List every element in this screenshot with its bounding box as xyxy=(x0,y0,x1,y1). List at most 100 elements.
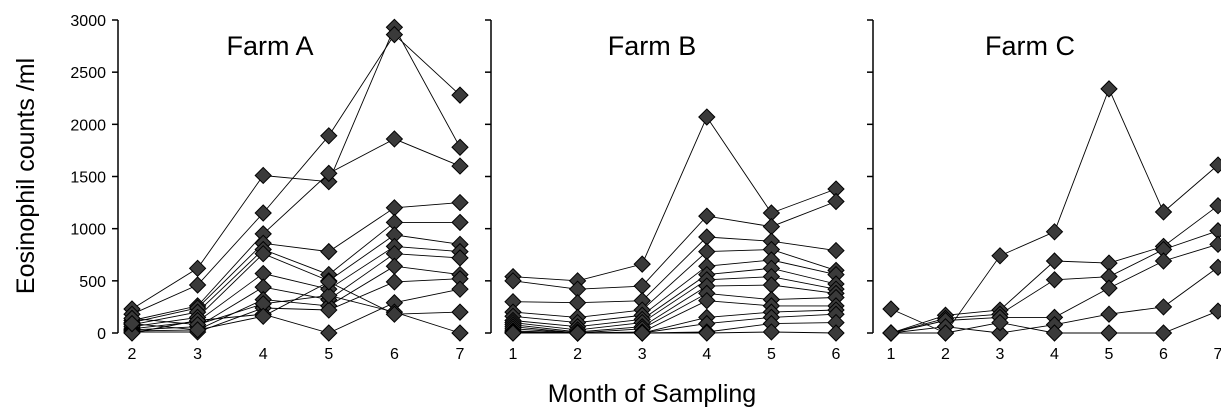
series-line xyxy=(131,265,461,332)
y-tick-label: 1000 xyxy=(70,222,106,239)
series-line xyxy=(513,331,837,334)
series-line xyxy=(512,284,837,333)
data-point xyxy=(385,130,404,148)
series-line xyxy=(131,33,461,315)
data-point xyxy=(827,192,845,211)
data-point xyxy=(451,86,469,104)
data-point xyxy=(385,273,404,291)
data-point xyxy=(451,303,469,321)
x-tick-label: 6 xyxy=(1159,346,1168,363)
data-point xyxy=(762,323,781,341)
data-point xyxy=(188,259,207,278)
x-tick-label: 5 xyxy=(767,346,776,363)
series-line xyxy=(512,267,837,328)
series-line xyxy=(131,26,461,310)
data-point xyxy=(123,314,141,333)
series-line xyxy=(512,259,837,324)
series-line xyxy=(131,281,461,331)
data-point xyxy=(254,244,272,263)
x-tick-label: 2 xyxy=(128,346,137,363)
data-point xyxy=(827,324,845,342)
x-tick-label: 5 xyxy=(324,346,333,363)
series-line xyxy=(131,138,461,321)
data-point xyxy=(254,166,272,185)
data-point xyxy=(504,324,522,342)
data-point xyxy=(698,108,716,126)
y-tick-label: 2500 xyxy=(70,65,106,82)
data-point xyxy=(385,305,404,323)
lines-layer xyxy=(131,26,1219,334)
data-point xyxy=(385,257,404,275)
data-point xyxy=(1154,324,1173,342)
x-tick-label: 7 xyxy=(456,346,465,363)
data-point xyxy=(320,164,338,183)
data-point xyxy=(991,313,1009,332)
text-layer: Eosinophil counts /ml Month of Sampling … xyxy=(12,13,1221,408)
data-point xyxy=(451,324,469,342)
data-point xyxy=(385,25,404,44)
y-axis-title: Eosinophil counts /ml xyxy=(12,58,40,294)
x-tick-label: 2 xyxy=(573,346,582,363)
data-point xyxy=(451,213,469,232)
x-tick-label: 6 xyxy=(832,346,841,363)
data-point xyxy=(320,273,338,291)
data-point xyxy=(254,204,272,222)
x-axis-title: Month of Sampling xyxy=(548,380,756,408)
data-point xyxy=(1209,258,1221,276)
data-point xyxy=(254,307,272,326)
data-point xyxy=(936,324,955,342)
x-tick-label: 4 xyxy=(702,346,711,363)
points-layer xyxy=(123,18,1221,342)
data-point xyxy=(1154,252,1173,270)
data-point xyxy=(1045,252,1064,270)
x-tick-label: 3 xyxy=(638,346,647,363)
x-tick-label: 7 xyxy=(1214,346,1221,363)
data-point xyxy=(991,247,1009,265)
data-point xyxy=(451,157,469,175)
data-point xyxy=(451,138,469,156)
y-tick-label: 1500 xyxy=(70,170,106,187)
series-line xyxy=(512,116,837,282)
data-point xyxy=(762,217,781,236)
data-point xyxy=(123,324,141,342)
x-tick-label: 6 xyxy=(390,346,399,363)
series-line xyxy=(512,292,837,334)
data-point xyxy=(1100,324,1118,342)
panel-title: Farm C xyxy=(985,31,1075,61)
series-line xyxy=(131,253,461,331)
data-point xyxy=(1209,197,1221,215)
x-tick-label: 3 xyxy=(996,346,1005,363)
series-line xyxy=(131,234,461,328)
data-point xyxy=(1154,298,1173,316)
series-line xyxy=(131,202,461,324)
data-point xyxy=(1209,222,1221,240)
data-point xyxy=(320,286,338,305)
x-tick-label: 1 xyxy=(509,346,518,363)
data-point xyxy=(320,127,338,145)
data-point xyxy=(882,300,900,318)
data-point xyxy=(188,321,207,339)
x-tick-label: 1 xyxy=(887,346,896,363)
y-tick-label: 500 xyxy=(79,274,106,291)
data-point xyxy=(451,193,469,212)
data-point xyxy=(1209,235,1221,254)
data-point xyxy=(882,324,900,342)
data-point xyxy=(698,207,716,225)
data-point xyxy=(991,324,1009,342)
data-point xyxy=(320,242,338,261)
data-point xyxy=(633,255,651,273)
data-point xyxy=(1100,279,1118,297)
series-line xyxy=(512,276,837,331)
panel-title: Farm B xyxy=(608,31,697,61)
data-point xyxy=(1045,324,1064,342)
series-line xyxy=(132,278,461,333)
x-tick-label: 5 xyxy=(1105,346,1114,363)
data-point xyxy=(188,276,207,294)
data-point xyxy=(568,294,587,312)
series-line xyxy=(131,288,461,334)
data-point xyxy=(1209,156,1221,174)
y-tick-label: 3000 xyxy=(70,13,106,30)
data-point xyxy=(698,324,716,342)
data-point xyxy=(504,272,522,290)
